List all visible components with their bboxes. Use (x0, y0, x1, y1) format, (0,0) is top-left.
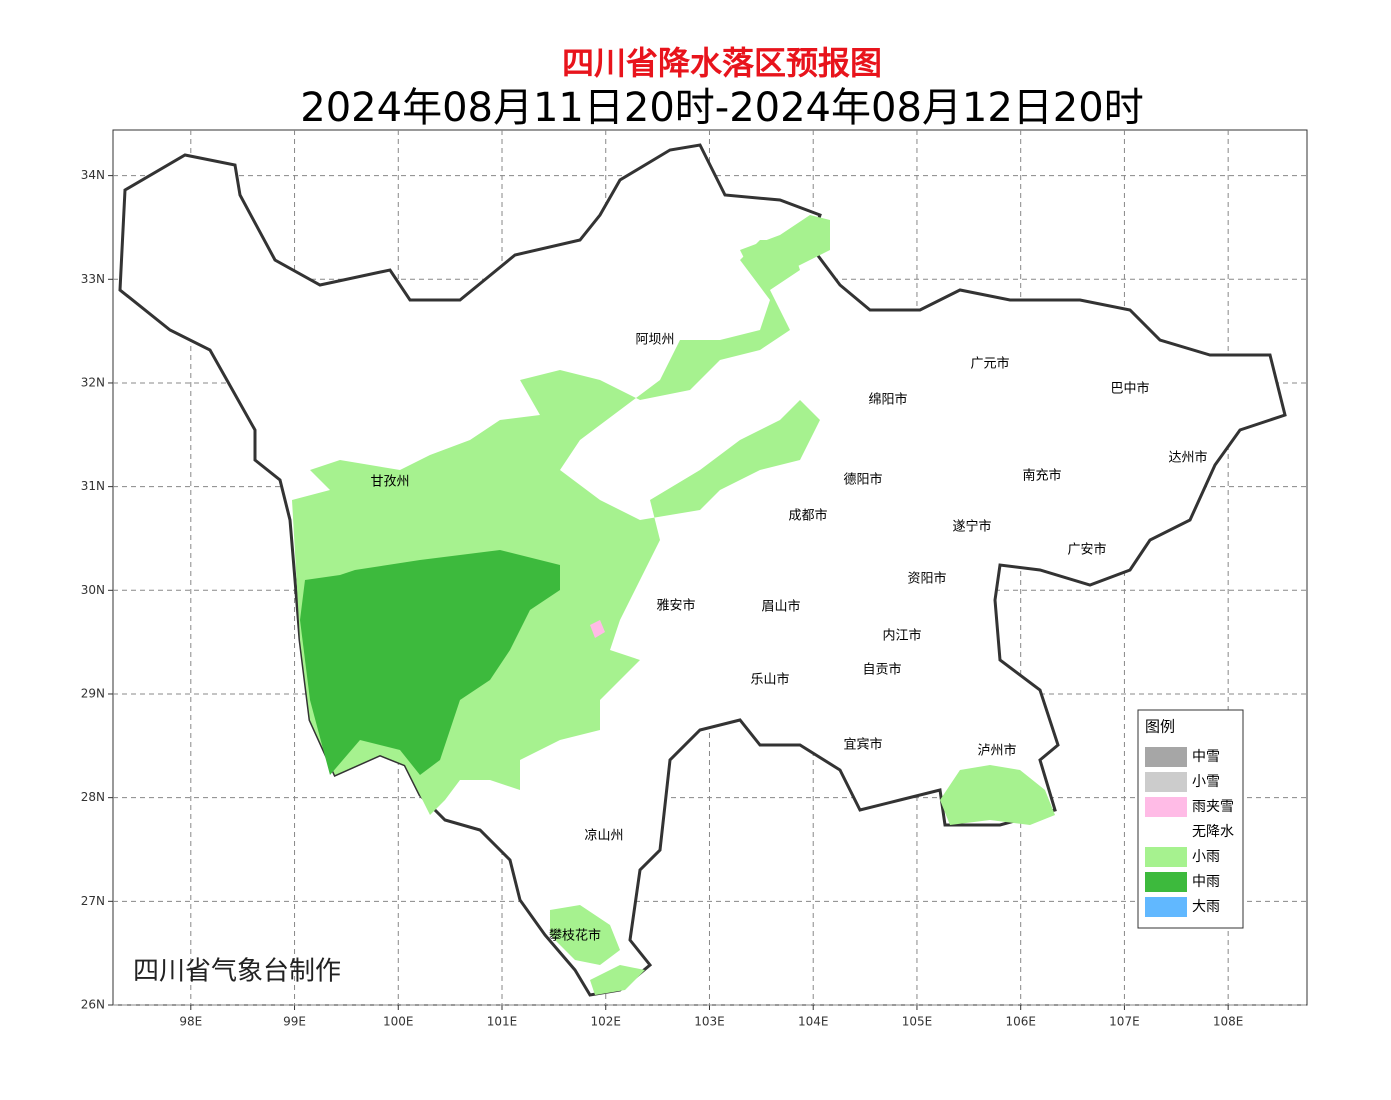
sleet-spot (590, 620, 605, 638)
legend-label: 小雨 (1192, 849, 1220, 865)
x-tick-label: 107E (1109, 1015, 1140, 1029)
place-label: 广安市 (1067, 542, 1106, 558)
x-tick-label: 104E (798, 1015, 829, 1029)
legend-swatch (1145, 822, 1187, 842)
place-label: 自贡市 (862, 662, 901, 678)
place-label: 泸州市 (977, 743, 1016, 759)
legend-label: 雨夹雪 (1192, 799, 1234, 815)
y-tick-label: 34N (81, 168, 105, 182)
y-tick-label: 32N (81, 375, 105, 389)
place-label: 阿坝州 (635, 333, 674, 348)
light-rain-area (940, 765, 1055, 825)
legend-label: 中雨 (1192, 874, 1220, 890)
moderate-rain-area (300, 550, 560, 775)
x-tick-label: 99E (283, 1015, 306, 1029)
y-tick-label: 29N (81, 686, 105, 700)
y-tick-label: 31N (81, 479, 105, 493)
x-tick-label: 102E (590, 1015, 621, 1029)
credit: 四川省气象台制作 (133, 957, 341, 987)
legend-swatch (1145, 797, 1187, 817)
place-label: 绵阳市 (868, 392, 907, 408)
legend-swatch (1145, 897, 1187, 917)
legend-swatch (1145, 747, 1187, 767)
legend-title: 图例 (1145, 718, 1175, 736)
x-tick-label: 108E (1213, 1015, 1244, 1029)
x-tick-label: 103E (694, 1015, 725, 1029)
place-label: 南充市 (1022, 468, 1061, 484)
place-label: 凉山州 (584, 829, 623, 844)
place-label: 达州市 (1168, 450, 1207, 466)
light-rain-area (590, 965, 645, 995)
place-label: 内江市 (882, 628, 921, 644)
place-label: 德阳市 (843, 472, 882, 488)
x-tick-label: 100E (383, 1015, 414, 1029)
legend-label: 大雨 (1192, 899, 1220, 915)
place-label: 眉山市 (761, 599, 800, 615)
y-tick-label: 26N (81, 998, 105, 1012)
subtitle: 2024年08月11日20时-2024年08月12日20时 (300, 85, 1143, 131)
place-label: 巴中市 (1110, 381, 1149, 397)
place-label: 遂宁市 (952, 519, 991, 535)
y-tick-label: 28N (81, 790, 105, 804)
light-rain-area (740, 215, 830, 270)
place-label: 资阳市 (907, 571, 946, 587)
y-tick-label: 33N (81, 272, 105, 286)
place-label: 成都市 (788, 508, 827, 524)
place-label: 甘孜州 (370, 475, 409, 490)
legend-box (1137, 709, 1244, 929)
place-label: 乐山市 (750, 672, 789, 688)
legend-swatch (1145, 847, 1187, 867)
legend-swatch (1145, 772, 1187, 792)
place-label: 宜宾市 (843, 737, 882, 753)
legend-label: 小雪 (1192, 774, 1220, 790)
place-label: 攀枝花市 (549, 928, 601, 944)
light-rain-area (550, 905, 620, 965)
legend-swatch (1145, 872, 1187, 892)
legend-label: 中雪 (1192, 749, 1220, 765)
x-tick-label: 98E (179, 1015, 202, 1029)
place-label: 广元市 (970, 356, 1009, 372)
x-tick-label: 106E (1005, 1015, 1036, 1029)
title: 四川省降水落区预报图 (562, 44, 882, 82)
legend-label: 无降水 (1192, 824, 1234, 840)
y-tick-label: 30N (81, 583, 105, 597)
x-tick-label: 105E (902, 1015, 933, 1029)
y-tick-label: 27N (81, 894, 105, 908)
place-label: 雅安市 (656, 598, 695, 614)
x-tick-label: 101E (487, 1015, 518, 1029)
